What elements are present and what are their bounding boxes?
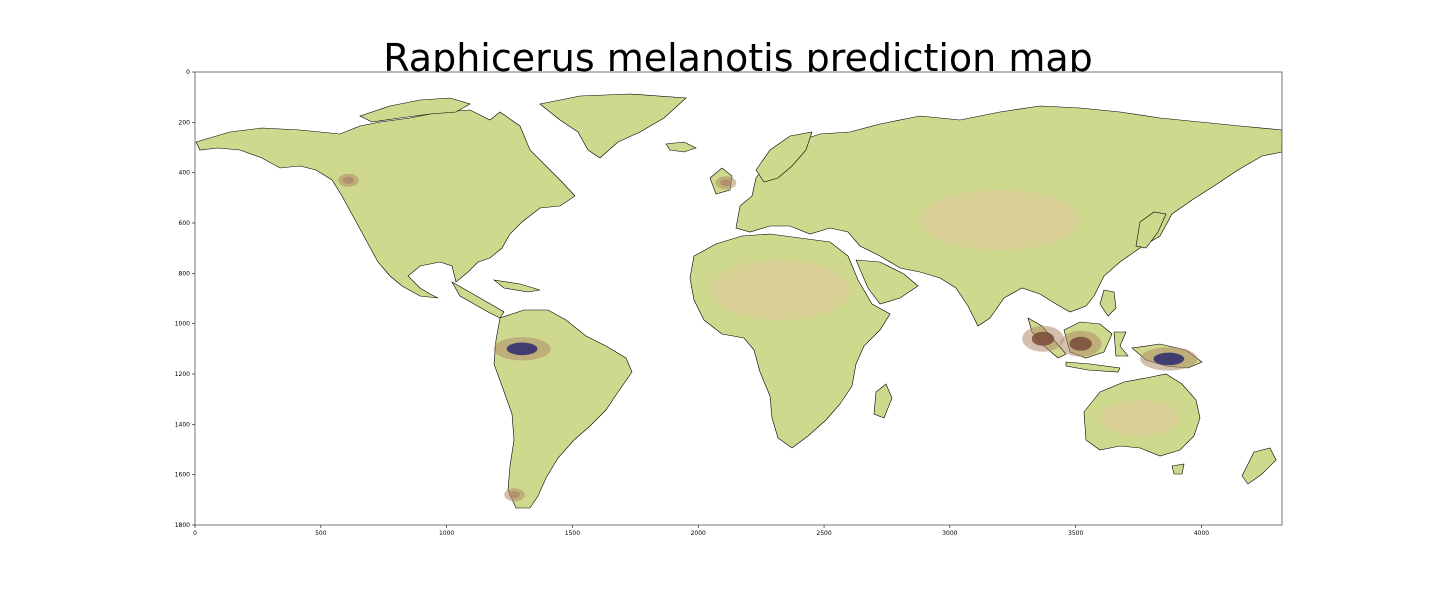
hotspot-sumatra — [1031, 331, 1055, 346]
x-tick-label: 500 — [315, 530, 327, 537]
hotspot-southern-andes — [508, 491, 521, 499]
landmass-arabia — [855, 259, 919, 305]
landmass-central-america — [451, 281, 505, 319]
y-axis: 0 200 400 600 800 1000 1200 1400 1600 1800 — [175, 69, 195, 529]
x-tick-label: 3500 — [1068, 530, 1083, 537]
dry-region-central-asia — [920, 190, 1080, 250]
landmass-philippines — [1099, 289, 1117, 317]
landmass-sulawesi — [1113, 331, 1129, 357]
hotspot-british-isles — [720, 179, 732, 187]
landmass-tasmania — [1171, 463, 1185, 475]
hotspot-western-amazon — [506, 342, 538, 356]
hotspot-new-guinea — [1153, 352, 1185, 366]
y-tick-label: 600 — [179, 220, 191, 227]
landmass-greenland — [539, 93, 687, 159]
y-tick-label: 1400 — [175, 421, 190, 428]
y-tick-label: 0 — [186, 69, 190, 76]
landmass-japan — [1135, 211, 1167, 249]
hotspot-layer — [338, 173, 1198, 502]
y-tick-label: 800 — [179, 270, 191, 277]
x-tick-label: 1000 — [439, 530, 454, 537]
dry-region-australia — [1100, 400, 1180, 436]
y-tick-label: 1000 — [175, 321, 190, 328]
hotspot-pacific-northwest-coast — [342, 176, 355, 184]
hotspot-borneo — [1069, 336, 1092, 351]
x-tick-label: 2000 — [691, 530, 706, 537]
dry-region-sahara — [710, 260, 850, 320]
landmass-java — [1065, 361, 1121, 373]
x-tick-label: 0 — [193, 530, 197, 537]
y-tick-label: 1800 — [175, 522, 190, 529]
landmass-arctic-islands — [359, 97, 471, 123]
y-tick-label: 1600 — [175, 472, 190, 479]
landmass-new-zealand — [1241, 447, 1277, 485]
plot-area — [195, 72, 1282, 525]
x-tick-label: 4000 — [1194, 530, 1209, 537]
y-tick-label: 200 — [179, 119, 191, 126]
x-tick-label: 1500 — [565, 530, 580, 537]
x-axis: 0 500 1000 1500 2000 2500 3000 3500 4000 — [193, 525, 1209, 537]
y-tick-label: 400 — [179, 170, 191, 177]
landmass-scandinavia — [755, 131, 813, 183]
x-tick-label: 2500 — [816, 530, 831, 537]
landmass-iceland — [665, 141, 697, 153]
plot-frame — [194, 71, 1283, 526]
landmass-caribbean — [492, 279, 541, 293]
y-tick-label: 1200 — [175, 371, 190, 378]
x-tick-label: 3000 — [942, 530, 957, 537]
landmass-madagascar — [873, 383, 893, 419]
